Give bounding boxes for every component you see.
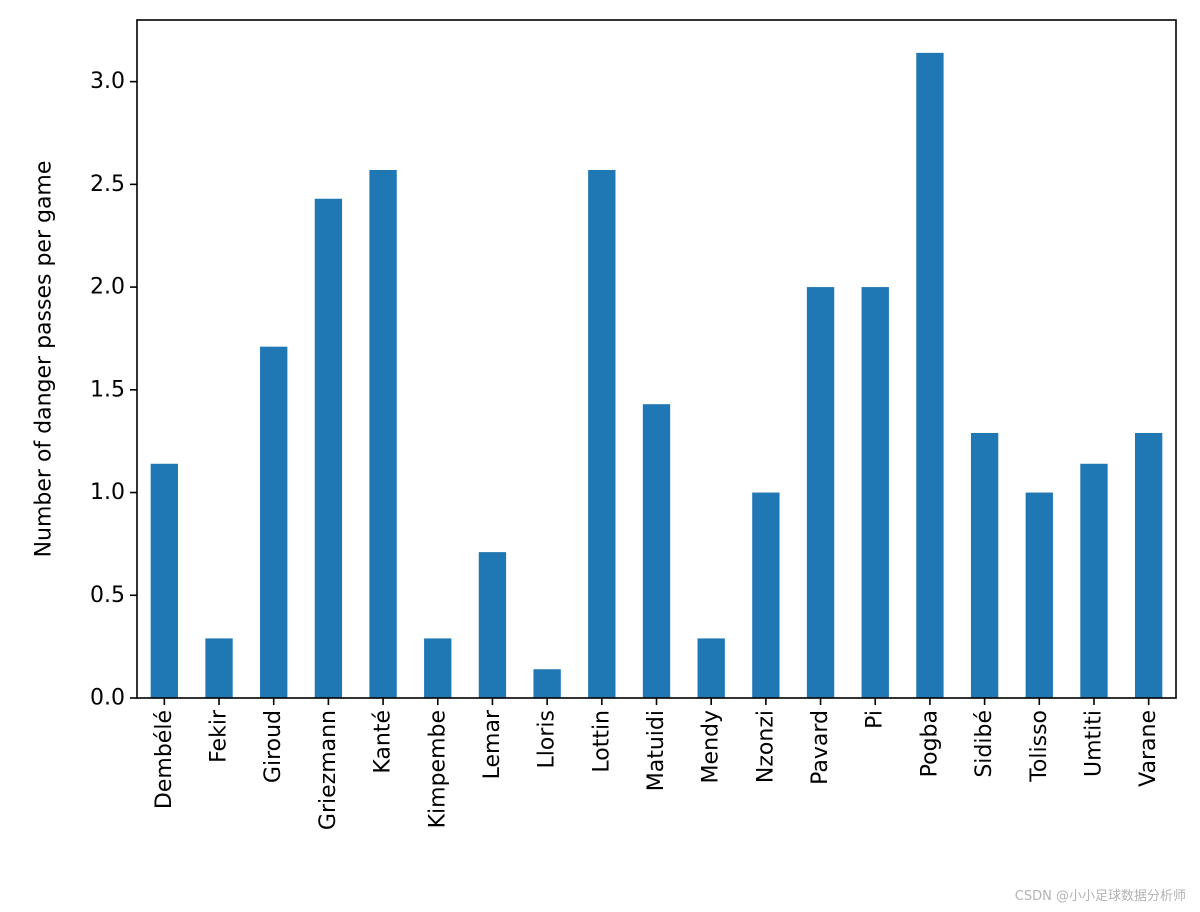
bar-7 xyxy=(533,669,561,698)
x-tick-label: Kanté xyxy=(371,710,396,774)
bar-14 xyxy=(916,52,944,699)
y-tick-label: 1.5 xyxy=(90,377,125,402)
x-tick-label: Kimpembe xyxy=(425,710,450,828)
bar-16 xyxy=(1025,492,1053,698)
x-tick-label: Matuidi xyxy=(644,710,669,791)
bar-11 xyxy=(752,492,780,698)
x-tick-label: Lemar xyxy=(480,709,505,779)
bar-9 xyxy=(642,404,671,698)
bar-15 xyxy=(970,432,999,698)
x-tick-label: Giroud xyxy=(261,710,286,783)
x-tick-label: Lloris xyxy=(535,710,560,768)
y-tick-label: 2.5 xyxy=(90,172,125,197)
y-axis-ticks: 0.0 0.5 1.0 1.5 2.0 2.5 3.0 xyxy=(90,69,137,711)
y-axis-label: Number of danger passes per game xyxy=(32,161,57,558)
bars-group xyxy=(150,52,1163,699)
bar-13 xyxy=(861,287,889,698)
bar-17 xyxy=(1080,463,1108,698)
bar-18 xyxy=(1134,432,1163,698)
bar-0 xyxy=(150,463,179,698)
bar-6 xyxy=(478,552,507,698)
x-tick-label: Griezmann xyxy=(316,710,341,830)
x-tick-label: Pogba xyxy=(917,710,942,777)
plot-frame xyxy=(136,19,1177,699)
bar-1 xyxy=(205,638,233,698)
bar-4 xyxy=(369,169,397,699)
y-tick-label: 2.0 xyxy=(90,275,125,300)
bar-3 xyxy=(314,198,343,698)
bar-5 xyxy=(424,638,452,698)
y-tick-label: 0.0 xyxy=(90,686,125,711)
x-tick-label: Umtiti xyxy=(1081,710,1106,777)
x-tick-label: Fekir xyxy=(207,709,232,763)
x-tick-label: Nzonzi xyxy=(753,710,778,783)
bar-2 xyxy=(260,346,288,698)
bar-8 xyxy=(588,169,616,699)
bar-10 xyxy=(697,638,725,698)
x-tick-label: Dembélé xyxy=(152,710,177,809)
x-tick-label: Lottin xyxy=(589,710,614,773)
y-tick-label: 3.0 xyxy=(90,69,125,94)
x-tick-label: Tolisso xyxy=(1027,710,1052,783)
x-tick-label: Sidibé xyxy=(972,710,997,778)
x-tick-label: Pi xyxy=(863,710,888,729)
x-tick-label: Mendy xyxy=(699,710,724,783)
bar-12 xyxy=(806,287,835,698)
y-tick-label: 0.5 xyxy=(90,583,125,608)
watermark: CSDN @小小足球数据分析师 xyxy=(1014,889,1186,904)
y-tick-label: 1.0 xyxy=(90,480,125,505)
x-axis-ticks: Dembélé Fekir Giroud Griezmann Kanté Kimpembe… xyxy=(152,698,1161,830)
x-tick-label: Pavard xyxy=(808,710,833,785)
x-tick-label: Varane xyxy=(1136,710,1161,787)
